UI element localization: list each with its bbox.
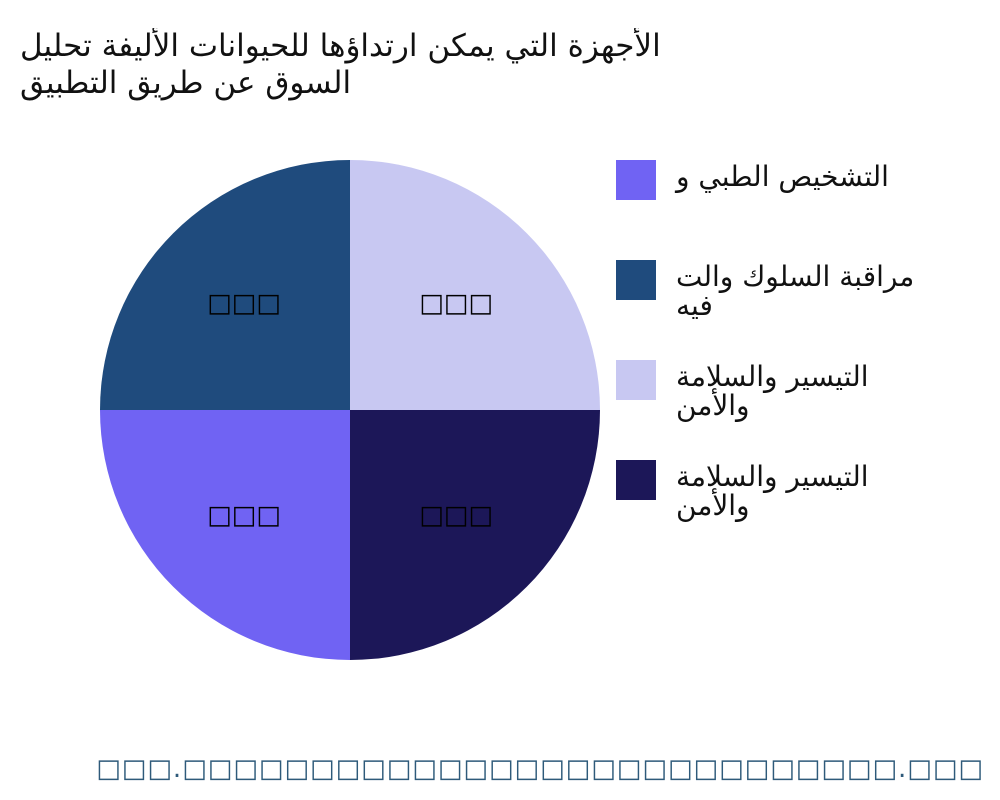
- pie-slice-3: [350, 160, 600, 410]
- pie-slice-4: [350, 410, 600, 660]
- legend-item-2: مراقبة السلوك والت فيه: [616, 260, 1000, 350]
- watermark-text: □□□.□□□□□□□□□□□□□□□□□□□□□□□□□□□□.□□□: [96, 754, 984, 784]
- legend-swatch: [616, 260, 656, 300]
- chart-legend: التشخيص الطبي و مراقبة السلوك والت فيه الت…: [616, 160, 1000, 560]
- slice-label-4: □□□: [419, 501, 493, 531]
- legend-item-3: التيسير والسلامة والأمن: [616, 360, 1000, 450]
- legend-label: التيسير والسلامة والأمن: [676, 460, 869, 523]
- legend-swatch: [616, 460, 656, 500]
- chart-title: الأجهزة التي يمكن ارتداؤها للحيوانات الأ…: [20, 28, 661, 101]
- slice-label-2: □□□: [207, 288, 281, 318]
- pie-slice-1: [100, 410, 350, 660]
- legend-item-1: التشخيص الطبي و: [616, 160, 1000, 250]
- legend-swatch: [616, 360, 656, 400]
- slice-label-3: □□□: [419, 288, 493, 318]
- legend-swatch: [616, 160, 656, 200]
- pie-slice-2: [100, 160, 350, 410]
- legend-label: التيسير والسلامة والأمن: [676, 360, 869, 423]
- legend-label: مراقبة السلوك والت فيه: [676, 260, 915, 323]
- legend-item-4: التيسير والسلامة والأمن: [616, 460, 1000, 550]
- slice-label-1: □□□: [207, 501, 281, 531]
- legend-label: التشخيص الطبي و: [676, 160, 889, 193]
